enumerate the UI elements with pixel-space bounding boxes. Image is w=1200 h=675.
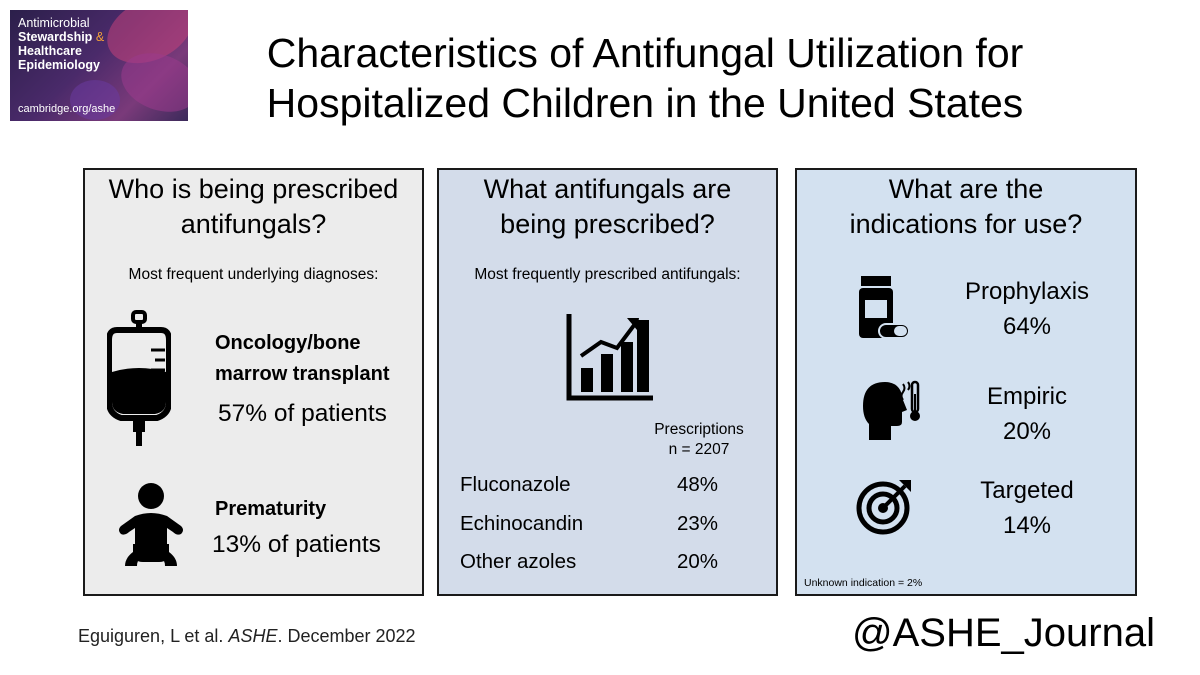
panel-who-heading-line-2: antifungals? <box>180 209 327 239</box>
indication-empiric-value: 20% <box>1002 418 1052 445</box>
indication-prophylaxis-value: 64% <box>1002 313 1052 340</box>
diagnosis-oncology-line-1: Oncology/bone <box>215 332 361 354</box>
logo-epidemiology: Epidemiology <box>18 58 100 72</box>
logo-stewardship: Stewardship <box>18 30 93 44</box>
column-header-line-1: Prescriptions <box>654 421 744 438</box>
panel-who-heading-line-1: Who is being prescribed <box>108 174 399 204</box>
drug-fluconazole-label: Fluconazole <box>460 473 571 496</box>
title-line-2: Hospitalized Children in the United Stat… <box>266 80 1024 126</box>
indication-targeted-value: 14% <box>1002 512 1052 539</box>
drug-echinocandin-value: 23% <box>677 512 719 535</box>
prescriptions-column-header: Prescriptions n = 2207 <box>639 420 759 460</box>
logo-line-4: Epidemiology <box>18 58 100 72</box>
logo-line-3: Healthcare <box>18 44 82 58</box>
logo-url: cambridge.org/ashe <box>18 103 116 115</box>
panel-indications-heading-line-1: What are the <box>888 174 1044 204</box>
drug-echinocandin-label: Echinocandin <box>460 512 584 535</box>
diagnosis-oncology-label: Oncology/bone marrow transplant <box>215 328 389 390</box>
indication-prophylaxis: Prophylaxis 64% <box>927 274 1127 344</box>
citation-authors: Eguiguren, L et al. <box>78 626 229 646</box>
diagnosis-oncology-line-2: marrow transplant <box>215 363 390 385</box>
bar-chart-trend-icon <box>566 314 653 401</box>
indication-targeted-label: Targeted <box>980 477 1074 504</box>
panel-indications-heading: What are the indications for use? <box>797 172 1135 242</box>
panel-indications: What are the indications for use? Prophy… <box>795 168 1137 596</box>
diagnosis-oncology-value: 57% of patients <box>218 400 387 427</box>
citation-date: . December 2022 <box>277 626 416 646</box>
indication-targeted: Targeted 14% <box>927 473 1127 543</box>
panel-what-subheading: Most frequently prescribed antifungals: <box>474 266 741 283</box>
indication-prophylaxis-label: Prophylaxis <box>964 278 1090 305</box>
drug-other-azoles-label: Other azoles <box>460 550 577 573</box>
target-icon <box>856 480 911 535</box>
iv-bag-icon <box>107 310 171 446</box>
logo-ampersand: & <box>95 30 105 44</box>
citation-journal: ASHE <box>228 626 278 646</box>
panel-what-heading-line-2: being prescribed? <box>500 209 715 239</box>
baby-icon <box>119 483 183 566</box>
indication-empiric-label: Empiric <box>986 383 1067 410</box>
pill-bottle-icon <box>859 276 910 339</box>
logo-line-1: Antimicrobial <box>18 16 90 30</box>
drug-other-azoles-value: 20% <box>677 550 719 573</box>
column-header-line-2: n = 2207 <box>668 441 730 458</box>
panel-who: Who is being prescribed antifungals? Mos… <box>83 168 424 596</box>
logo-decoration <box>70 80 120 120</box>
panel-who-heading: Who is being prescribed antifungals? <box>85 172 422 242</box>
title-line-1: Characteristics of Antifungal Utilizatio… <box>266 30 1024 76</box>
panel-indications-heading-line-2: indications for use? <box>849 209 1083 239</box>
twitter-handle: @ASHE_Journal <box>852 611 1155 655</box>
panel-what-heading-line-1: What antifungals are <box>483 174 732 204</box>
unknown-indication-note: Unknown indication = 2% <box>804 577 923 589</box>
panel-what-heading: What antifungals are being prescribed? <box>439 172 776 242</box>
logo-healthcare: Healthcare <box>18 44 82 58</box>
diagnosis-prematurity-value: 13% of patients <box>212 531 381 558</box>
drug-fluconazole-value: 48% <box>677 473 719 496</box>
panel-what: What antifungals are being prescribed? M… <box>437 168 778 596</box>
page-title: Characteristics of Antifungal Utilizatio… <box>205 28 1085 128</box>
indication-empiric: Empiric 20% <box>927 379 1127 449</box>
diagnosis-prematurity-label: Prematurity <box>215 498 327 520</box>
citation: Eguiguren, L et al. ASHE. December 2022 <box>78 626 416 647</box>
journal-logo: Antimicrobial Stewardship & Healthcare E… <box>10 10 188 121</box>
panel-who-subheading: Most frequent underlying diagnoses: <box>128 266 379 283</box>
fever-head-icon <box>863 380 920 440</box>
logo-line-2: Stewardship & <box>18 30 104 44</box>
